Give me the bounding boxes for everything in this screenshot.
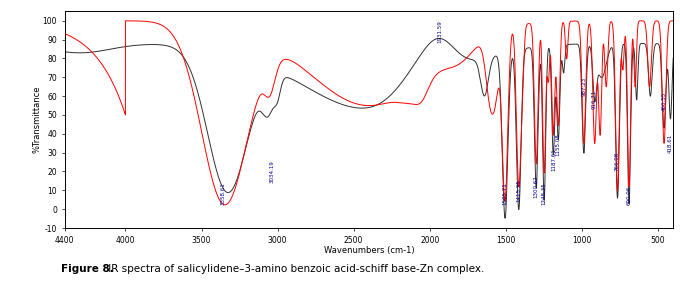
Text: 987.23: 987.23 <box>581 77 586 96</box>
Text: Figure 8.: Figure 8. <box>61 264 114 274</box>
Text: 3358.61: 3358.61 <box>220 183 226 205</box>
Text: 1300.62: 1300.62 <box>534 175 539 198</box>
Text: 1415.35: 1415.35 <box>516 179 521 201</box>
Text: 1155.08: 1155.08 <box>556 134 561 156</box>
Text: 916.71: 916.71 <box>592 90 597 109</box>
Text: IR spectra of salicylidene–3-amino benzoic acid-schiff base-Zn complex.: IR spectra of salicylidene–3-amino benzo… <box>105 264 485 274</box>
Text: 1248.35: 1248.35 <box>542 183 547 205</box>
Text: 1505.71: 1505.71 <box>503 183 507 205</box>
Y-axis label: %Transmittance: %Transmittance <box>32 86 41 153</box>
Text: 3034.19: 3034.19 <box>270 160 275 183</box>
Text: 690.06: 690.06 <box>626 186 632 205</box>
Text: 766.08: 766.08 <box>615 152 620 172</box>
Text: 418.61: 418.61 <box>668 133 673 153</box>
Text: 1931.59: 1931.59 <box>438 21 443 43</box>
Text: 1187.61: 1187.61 <box>551 149 556 172</box>
Text: 460.55: 460.55 <box>662 92 666 111</box>
X-axis label: Wavenumbers (cm-1): Wavenumbers (cm-1) <box>324 246 414 255</box>
